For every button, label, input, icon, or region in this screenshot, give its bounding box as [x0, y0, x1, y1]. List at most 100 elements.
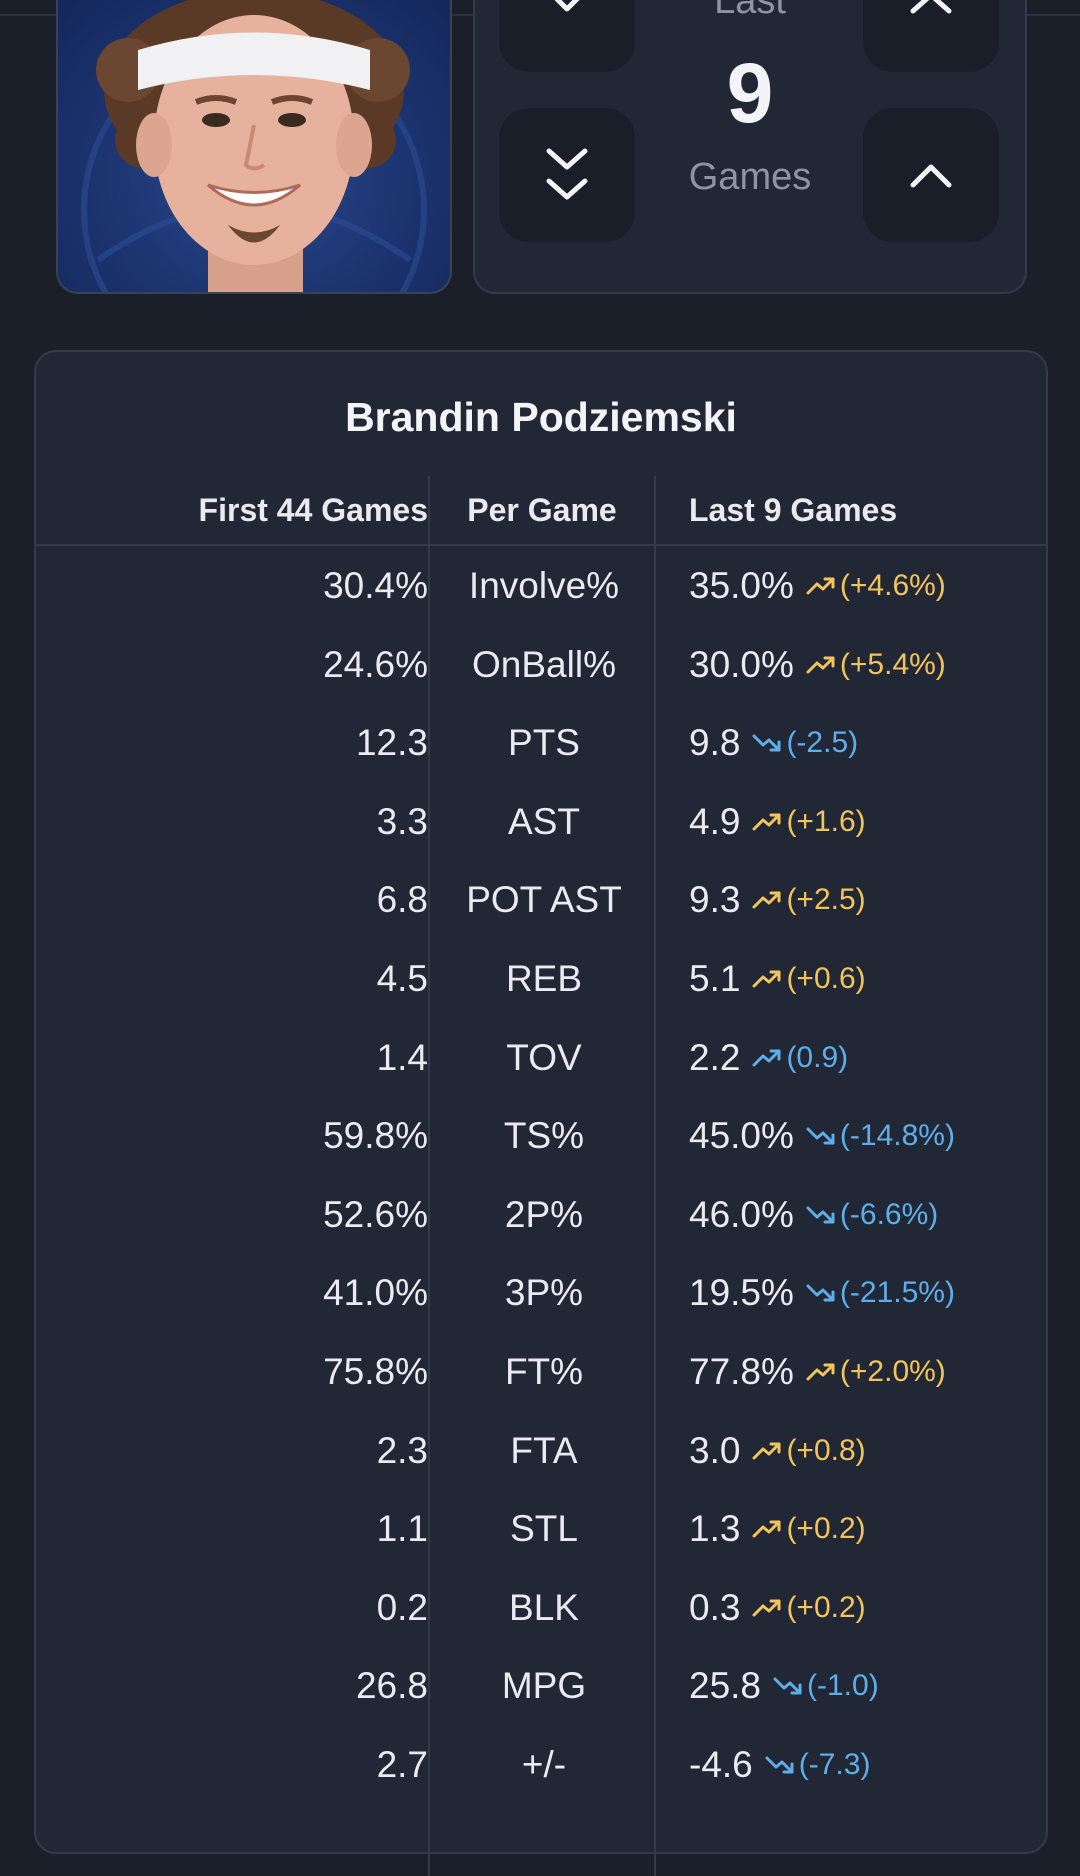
stat-label: OnBall%	[472, 643, 616, 685]
table-row: 2.3 FTA 3.0 (+0.8)	[36, 1412, 1046, 1491]
trend-delta: (-2.5)	[752, 726, 858, 760]
table-row: 75.8% FT% 77.8% (+2.0%)	[36, 1333, 1046, 1412]
first-games-value: 52.6%	[323, 1193, 428, 1235]
game-count-selector: Last 9 Games	[473, 0, 1027, 294]
last-games-value: 5.1	[689, 958, 741, 999]
first-games-value: 59.8%	[323, 1115, 428, 1157]
stat-label: 3P%	[504, 1272, 584, 1314]
table-row: 12.3 PTS 9.8 (-2.5)	[36, 704, 1046, 783]
last-games-cell: 3.0 (+0.8)	[689, 1430, 866, 1472]
last-games-cell: 30.0% (+5.4%)	[689, 644, 946, 686]
delta-value: (-21.5%)	[839, 1276, 955, 1310]
trending-up-icon	[752, 1440, 786, 1462]
table-row: 30.4% Involve% 35.0% (+4.6%)	[36, 547, 1046, 626]
last-games-cell: 9.3 (+2.5)	[689, 879, 866, 921]
trend-delta: (0.9)	[752, 1041, 848, 1075]
first-games-value: 6.8	[376, 879, 428, 921]
stat-label: Involve%	[468, 565, 620, 606]
player-name: Brandin Podziemski	[345, 394, 737, 440]
last-games-cell: 4.9 (+1.6)	[689, 801, 866, 843]
last-games-value: 9.8	[689, 722, 741, 764]
decrease-one-button[interactable]	[499, 0, 635, 72]
trending-up-icon	[752, 1047, 786, 1069]
table-row: 26.8 MPG 25.8 (-1.0)	[36, 1647, 1046, 1726]
header-last-games: Last 9 Games	[689, 492, 898, 528]
trend-delta: (+0.2)	[752, 1590, 866, 1625]
last-games-value: 0.3	[689, 1586, 741, 1628]
first-games-value: 0.2	[376, 1586, 428, 1628]
trend-delta: (+2.0%)	[806, 1355, 946, 1389]
last-games-cell: 46.0% (-6.6%)	[689, 1194, 938, 1236]
last-games-value: 2.2	[689, 1036, 741, 1078]
first-games-value: 2.3	[376, 1429, 428, 1471]
last-games-value: 4.9	[689, 800, 741, 842]
trending-up-icon	[752, 811, 786, 833]
first-games-value: 41.0%	[323, 1272, 428, 1314]
decrease-many-button[interactable]	[499, 108, 635, 242]
last-games-value: 3.0	[689, 1429, 741, 1471]
header-divider	[36, 544, 1046, 546]
trending-down-icon	[806, 1204, 840, 1226]
last-games-cell: 9.8 (-2.5)	[689, 722, 858, 764]
delta-value: (+1.6)	[786, 804, 866, 838]
trend-delta: (+0.6)	[752, 962, 866, 996]
trend-delta: (-6.6%)	[806, 1198, 938, 1232]
trending-up-icon	[752, 968, 786, 990]
trending-up-icon	[752, 1597, 786, 1619]
trend-delta: (+0.2)	[752, 1512, 866, 1546]
first-games-value: 30.4%	[323, 565, 428, 606]
delta-value: (+0.8)	[786, 1433, 866, 1467]
last-games-cell: 0.3 (+0.2)	[689, 1587, 866, 1629]
last-games-cell: 45.0% (-14.8%)	[689, 1115, 955, 1157]
stat-label: FT%	[504, 1351, 584, 1392]
delta-value: (+2.5)	[786, 883, 866, 917]
delta-value: (+5.4%)	[839, 647, 946, 681]
last-games-cell: 5.1 (+0.6)	[689, 958, 866, 1000]
delta-value: (-6.6%)	[839, 1197, 939, 1231]
last-games-value: 77.8%	[689, 1351, 794, 1392]
header-per-game: Per Game	[467, 492, 617, 528]
stat-label: TS%	[503, 1115, 585, 1157]
trend-delta: (-14.8%)	[806, 1119, 955, 1153]
trending-up-icon	[806, 1361, 840, 1383]
increase-many-button[interactable]	[863, 108, 999, 242]
first-games-value: 26.8	[355, 1665, 428, 1707]
trending-down-icon	[806, 1125, 840, 1147]
last-games-value: 35.0%	[689, 565, 794, 606]
increase-one-button[interactable]	[863, 0, 999, 72]
last-games-cell: 1.3 (+0.2)	[689, 1508, 866, 1550]
table-row: 3.3 AST 4.9 (+1.6)	[36, 783, 1046, 862]
trending-down-icon	[806, 1282, 840, 1304]
delta-value: (+2.0%)	[839, 1355, 946, 1388]
trend-delta: (-1.0)	[773, 1669, 879, 1703]
stat-label: MPG	[501, 1665, 587, 1707]
last-games-value: 1.3	[689, 1508, 741, 1550]
first-games-value: 4.5	[376, 958, 428, 999]
delta-value: (0.9)	[786, 1040, 849, 1074]
delta-value: (+0.6)	[786, 962, 866, 995]
trending-down-icon	[752, 732, 786, 754]
first-games-value: 1.1	[376, 1508, 428, 1550]
delta-value: (-7.3)	[798, 1748, 871, 1781]
last-games-value: -4.6	[689, 1744, 753, 1785]
delta-value: (+0.2)	[786, 1590, 866, 1624]
stat-label: FTA	[510, 1429, 578, 1471]
stat-label: AST	[508, 800, 580, 842]
table-row: 0.2 BLK 0.3 (+0.2)	[36, 1569, 1046, 1648]
trending-down-icon	[765, 1754, 799, 1776]
first-games-value: 12.3	[355, 722, 428, 764]
trend-delta: (+2.5)	[752, 883, 866, 917]
first-games-value: 1.4	[376, 1036, 428, 1078]
last-games-cell: 77.8% (+2.0%)	[689, 1351, 946, 1393]
first-games-value: 24.6%	[323, 643, 428, 685]
table-row: 4.5 REB 5.1 (+0.6)	[36, 940, 1046, 1019]
trending-down-icon	[773, 1675, 807, 1697]
trending-up-icon	[806, 654, 840, 676]
first-games-value: 3.3	[376, 800, 428, 842]
last-games-value: 46.0%	[689, 1193, 794, 1235]
stat-label: TOV	[506, 1036, 582, 1078]
column-divider	[428, 476, 430, 1876]
table-row: 41.0% 3P% 19.5% (-21.5%)	[36, 1254, 1046, 1333]
last-games-cell: 2.2 (0.9)	[689, 1037, 848, 1079]
delta-value: (+0.2)	[786, 1512, 866, 1546]
